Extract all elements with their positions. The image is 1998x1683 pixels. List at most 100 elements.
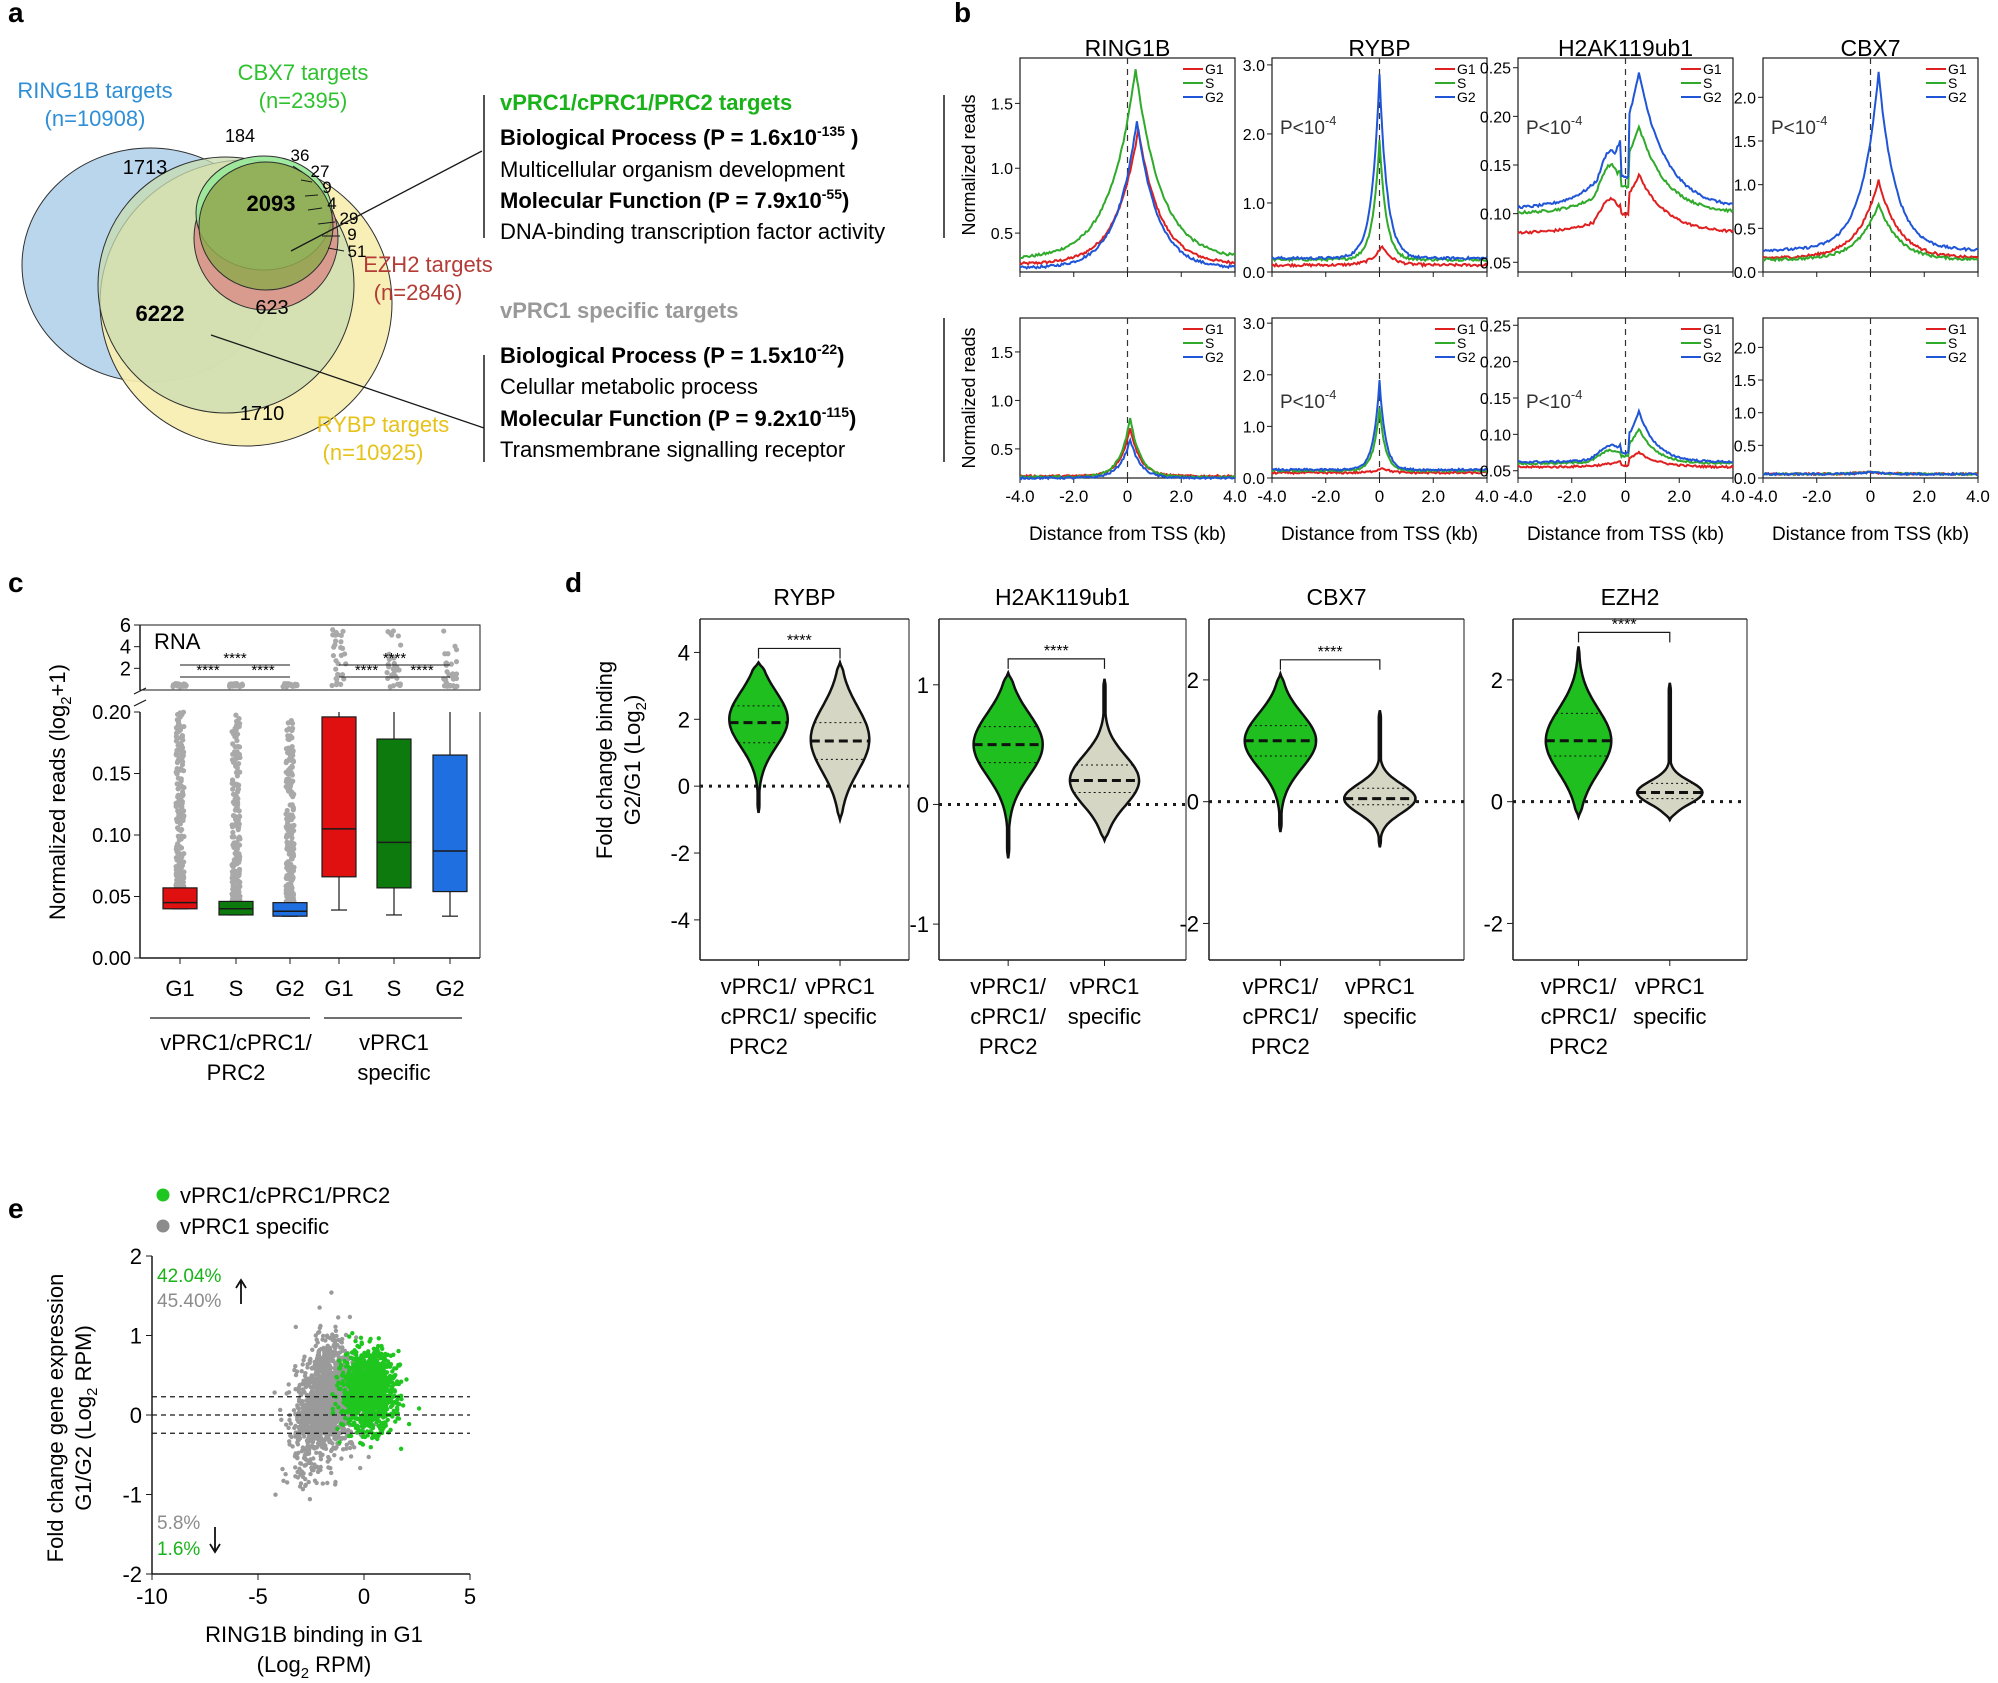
scatter-point [332, 1453, 337, 1458]
pvalue-label: P<10-4 [1526, 387, 1582, 413]
outlier-point [179, 852, 185, 858]
scatter-point [331, 1334, 336, 1339]
scatter-point [312, 1444, 317, 1450]
panel-label-a: a [8, 0, 24, 28]
scatter-point [313, 1368, 319, 1373]
outlier-point [232, 682, 238, 688]
scatter-point [296, 1399, 302, 1404]
violin-category-label: vPRC1 [1635, 974, 1705, 999]
violin-category-label: vPRC1/ [1243, 974, 1320, 999]
outlier-point [174, 844, 180, 850]
scatter-point [302, 1390, 307, 1395]
legend-label: G1 [1205, 321, 1224, 337]
category-label: G2 [435, 976, 464, 1001]
scatter-point [353, 1369, 359, 1374]
outlier-point [173, 800, 179, 806]
outlier-point [340, 628, 346, 634]
scatter-point [337, 1358, 342, 1363]
pvalue-label: P<10-4 [1771, 113, 1827, 139]
x-tick-label: 0 [1123, 487, 1132, 506]
scatter-point [374, 1418, 380, 1423]
scatter-point [305, 1399, 311, 1404]
scatter-point [303, 1483, 308, 1489]
y-tick-label: 1.0 [1243, 196, 1265, 213]
profile-line-g2 [1517, 72, 1733, 210]
pvalue-label-part: P<10 [1526, 392, 1571, 413]
violin-category-label: cPRC1/ [970, 1004, 1047, 1029]
y-tick-label: 0.20 [1480, 355, 1511, 372]
scatter-point [298, 1461, 303, 1466]
scatter-point [382, 1413, 387, 1419]
outlier-point [453, 659, 460, 665]
legend-label: G1 [1948, 61, 1967, 77]
scatter-point [358, 1335, 364, 1341]
scatter-point [361, 1385, 367, 1390]
x-tick-label: 0 [358, 1584, 370, 1609]
scatter-point [360, 1424, 366, 1430]
outlier-point [450, 676, 457, 682]
outlier-point [342, 651, 348, 657]
scatter-point [304, 1376, 309, 1381]
scatter-point [317, 1325, 322, 1331]
scatter-point [286, 1382, 291, 1387]
scatter-point [384, 1370, 390, 1375]
scatter-point [300, 1487, 306, 1492]
pvalue-label: P<10-4 [1280, 387, 1336, 413]
scatter-point [363, 1375, 368, 1381]
scatter-ylabel-part: RPM) [71, 1325, 96, 1387]
scatter-point [347, 1314, 353, 1320]
outlier-point [446, 671, 452, 678]
outlier-point [341, 676, 347, 682]
outlier-point [177, 740, 184, 747]
scatter-point [320, 1406, 325, 1412]
scatter-point [311, 1433, 317, 1438]
outlier-point [389, 672, 395, 678]
go-header: vPRC1 specific targets [500, 298, 738, 323]
scatter-point [356, 1428, 361, 1433]
scatter-point [335, 1371, 340, 1376]
outlier-point [450, 671, 456, 677]
outlier-point [233, 875, 239, 882]
outlier-point [175, 726, 182, 732]
venn-set-name: EZH2 targets [363, 252, 493, 277]
outlier-point [396, 667, 402, 673]
scatter-point [362, 1350, 367, 1356]
outlier-point [173, 681, 179, 687]
scatter-point [287, 1417, 292, 1423]
go-block-core: vPRC1/cPRC1/PRC2 targets Biological Proc… [483, 90, 885, 244]
scatter-point [362, 1397, 367, 1402]
scatter-point [327, 1390, 332, 1395]
violin-ylabel-part: ) [620, 695, 645, 702]
outlier-point [397, 682, 403, 689]
scatter-point [349, 1384, 355, 1389]
outlier-point [290, 759, 297, 765]
scatter-point [292, 1367, 297, 1373]
scatter-point [318, 1374, 323, 1379]
profile-line-s [1517, 427, 1734, 466]
scatter-point [323, 1390, 328, 1395]
scatter-point [331, 1353, 336, 1359]
outlier-point [283, 769, 289, 775]
scatter-point [324, 1333, 330, 1338]
boxplot-ylabel-part: 2 [58, 696, 75, 704]
x-tick-label: 4.0 [1966, 487, 1990, 506]
profile-line-g2 [1271, 74, 1488, 261]
scatter-xlabel: (Log2 RPM) [257, 1652, 372, 1682]
scatter-point [353, 1392, 359, 1397]
scatter-point [399, 1396, 404, 1402]
outlier-point [288, 855, 295, 862]
outlier-point [441, 676, 447, 682]
scatter-point [315, 1441, 321, 1446]
outlier-point [289, 897, 295, 904]
venn-count-core: 2093 [247, 191, 296, 216]
outlier-point [453, 671, 460, 677]
outlier-point [288, 830, 294, 836]
scatter-point [310, 1398, 316, 1403]
outlier-point [332, 642, 338, 648]
outlier-point [285, 786, 291, 792]
violin-ylabel: Fold change binding [592, 661, 617, 859]
scatter-point [351, 1410, 357, 1416]
scatter-point [380, 1346, 385, 1352]
scatter-point [313, 1418, 318, 1424]
pvalue-label: P<10-4 [1526, 113, 1582, 139]
